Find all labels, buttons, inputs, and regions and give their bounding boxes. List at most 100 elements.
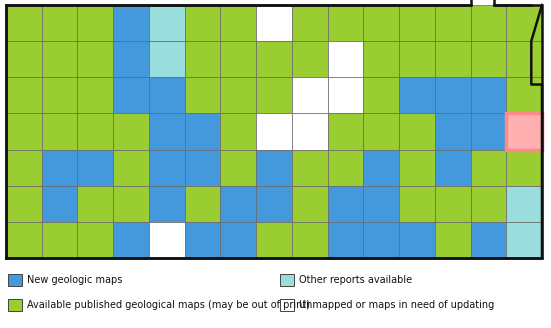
Bar <box>6 113 42 150</box>
Bar <box>42 222 78 258</box>
Bar <box>185 113 220 150</box>
Bar <box>363 41 399 77</box>
Bar <box>149 222 185 258</box>
Bar <box>256 186 292 222</box>
Bar <box>328 77 363 113</box>
Bar <box>435 186 471 222</box>
Bar <box>399 186 435 222</box>
Bar <box>8 299 22 311</box>
Bar <box>113 150 149 186</box>
Bar <box>78 186 113 222</box>
Bar <box>256 41 292 77</box>
Bar <box>328 150 363 186</box>
Bar <box>399 77 435 113</box>
Bar <box>6 186 42 222</box>
Bar <box>8 274 22 286</box>
Bar <box>280 299 294 311</box>
Bar <box>471 5 506 41</box>
Bar <box>113 77 149 113</box>
Bar <box>149 41 185 77</box>
Bar <box>363 186 399 222</box>
Bar <box>256 113 292 150</box>
Bar <box>435 150 471 186</box>
Bar <box>328 5 363 41</box>
Bar <box>399 41 435 77</box>
Bar <box>506 150 542 186</box>
Bar <box>78 222 113 258</box>
Text: Unmapped or maps in need of updating: Unmapped or maps in need of updating <box>299 300 494 310</box>
Bar <box>506 222 542 258</box>
Bar <box>113 41 149 77</box>
Bar <box>363 150 399 186</box>
Bar <box>185 41 220 77</box>
Bar <box>328 186 363 222</box>
Bar <box>328 222 363 258</box>
Bar <box>435 41 471 77</box>
Bar <box>220 77 256 113</box>
Bar <box>292 77 328 113</box>
Bar <box>292 5 328 41</box>
Bar <box>149 113 185 150</box>
Bar <box>149 186 185 222</box>
Bar <box>6 41 42 77</box>
Bar <box>220 41 256 77</box>
Bar <box>256 222 292 258</box>
Bar <box>78 5 113 41</box>
Bar <box>78 113 113 150</box>
Bar <box>220 222 256 258</box>
Bar <box>471 41 506 77</box>
Bar <box>6 150 42 186</box>
Bar <box>185 186 220 222</box>
Bar <box>292 113 328 150</box>
Bar <box>506 5 542 41</box>
Bar <box>149 150 185 186</box>
Bar <box>78 150 113 186</box>
Bar <box>328 113 363 150</box>
Bar <box>42 5 78 41</box>
Bar <box>220 186 256 222</box>
Bar <box>399 150 435 186</box>
Bar <box>78 77 113 113</box>
Bar <box>292 222 328 258</box>
Bar <box>328 41 363 77</box>
Bar <box>399 5 435 41</box>
Bar <box>435 222 471 258</box>
Bar <box>292 150 328 186</box>
Bar <box>220 113 256 150</box>
Text: New geologic maps: New geologic maps <box>27 275 122 285</box>
Bar <box>149 5 185 41</box>
Bar <box>471 186 506 222</box>
Bar <box>149 77 185 113</box>
Bar <box>506 41 542 77</box>
Bar <box>471 222 506 258</box>
Bar <box>185 222 220 258</box>
Bar <box>6 77 42 113</box>
Text: Available published geological maps (may be out of print): Available published geological maps (may… <box>27 300 310 310</box>
Bar <box>471 113 506 150</box>
Bar <box>292 41 328 77</box>
Bar <box>113 222 149 258</box>
Bar <box>363 222 399 258</box>
Bar <box>399 222 435 258</box>
Bar <box>256 5 292 41</box>
Bar <box>185 150 220 186</box>
Bar <box>471 77 506 113</box>
Bar <box>220 150 256 186</box>
Bar <box>435 113 471 150</box>
Bar <box>185 77 220 113</box>
Bar <box>506 113 542 150</box>
Bar <box>42 113 78 150</box>
Bar <box>78 41 113 77</box>
Bar <box>506 77 542 113</box>
Bar <box>113 186 149 222</box>
Bar <box>399 113 435 150</box>
Bar <box>256 150 292 186</box>
Bar <box>42 150 78 186</box>
Bar <box>435 77 471 113</box>
Bar <box>435 5 471 41</box>
Bar <box>363 77 399 113</box>
Bar <box>506 113 542 150</box>
Bar <box>292 186 328 222</box>
Bar <box>42 41 78 77</box>
Text: Other reports available: Other reports available <box>299 275 412 285</box>
